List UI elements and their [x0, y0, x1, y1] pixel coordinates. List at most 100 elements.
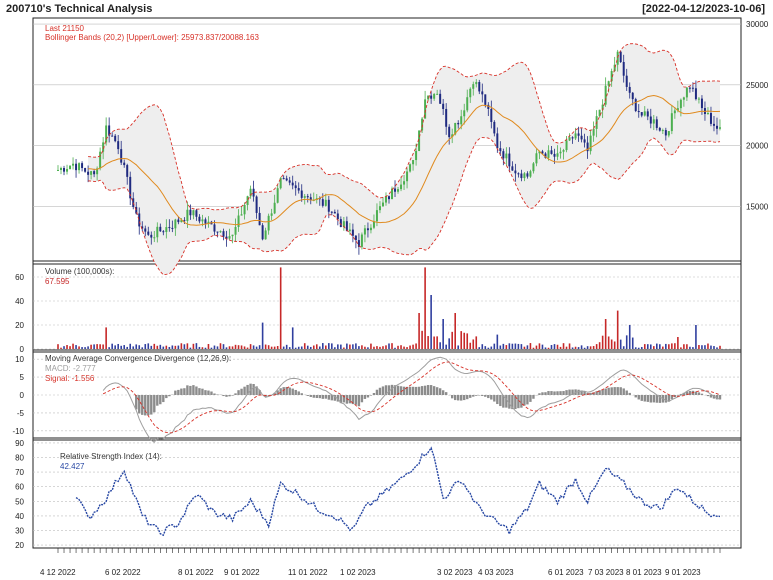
candle-body: [198, 216, 201, 222]
volume-bar: [198, 346, 201, 349]
candle-body: [571, 137, 574, 139]
volume-bar: [457, 345, 460, 349]
candle-body: [228, 236, 231, 239]
candle-body: [706, 113, 709, 115]
x-tick-label: 6 02 2022: [105, 568, 141, 577]
candle-body: [514, 170, 517, 174]
macd-histogram-bar: [706, 395, 710, 397]
candle-body: [424, 99, 427, 119]
macd-histogram-bar: [595, 391, 598, 395]
candle-body: [556, 153, 559, 157]
macd-histogram-bar: [168, 395, 171, 397]
candle-body: [207, 221, 210, 224]
macd-histogram-bar: [469, 395, 472, 398]
candle-body: [138, 213, 141, 227]
candle-body: [168, 227, 171, 229]
volume-bar: [96, 344, 98, 349]
candle-body: [466, 97, 469, 111]
candle-body: [397, 189, 400, 192]
volume-bar: [141, 347, 144, 349]
x-tick-label: 7 03 2023: [588, 568, 624, 577]
macd-histogram-bar: [411, 386, 415, 395]
macd-histogram-bar: [463, 395, 466, 401]
x-tick-label: 1 02 2023: [340, 568, 376, 577]
volume-bar: [680, 347, 682, 349]
candle-body: [610, 71, 613, 82]
candle-body: [616, 51, 619, 65]
candle-body: [472, 84, 475, 89]
volume-bar: [484, 346, 487, 349]
volume-bar: [698, 345, 700, 349]
candle-body: [691, 87, 694, 89]
volume-bar: [523, 346, 526, 349]
candle-body: [526, 173, 529, 177]
macd-histogram-bar: [562, 391, 565, 395]
candle-body: [529, 171, 532, 177]
volume-bar: [159, 344, 162, 349]
candle-body: [547, 150, 550, 158]
volume-bar: [337, 344, 339, 349]
volume-bar: [415, 343, 417, 349]
candle-body: [291, 182, 294, 186]
volume-bar: [610, 339, 613, 349]
volume-bar: [355, 343, 357, 349]
candle-body: [688, 87, 691, 89]
macd-histogram-bar: [348, 395, 352, 404]
macd-histogram-bar: [312, 395, 315, 398]
macd-histogram-bar: [450, 395, 454, 399]
macd-histogram-bar: [538, 393, 541, 395]
candle-body: [403, 181, 406, 185]
macd-histogram-bar: [366, 395, 370, 398]
volume-bar: [294, 347, 297, 349]
candle-body: [637, 110, 640, 113]
volume-bar: [312, 345, 315, 349]
volume-bar: [668, 344, 670, 349]
volume-bar: [231, 346, 234, 349]
candle-body: [532, 163, 535, 172]
macd-histogram-bar: [565, 390, 568, 395]
candle-body: [715, 125, 718, 129]
candle-body: [255, 196, 258, 213]
volume-bar: [267, 345, 270, 349]
macd-histogram-bar: [676, 395, 680, 396]
macd-histogram-bar: [664, 395, 668, 403]
macd-signal-line: [102, 361, 721, 434]
macd-label: Moving Average Convergence Divergence (1…: [45, 354, 231, 363]
candle-body: [604, 85, 607, 105]
candle-body: [357, 240, 360, 247]
macd-histogram-bar: [243, 386, 246, 395]
volume-bar: [288, 347, 291, 349]
macd-histogram-bar: [628, 392, 631, 395]
candle-body: [496, 133, 499, 149]
rsi-value-label: 42.427: [60, 462, 85, 471]
macd-histogram-bar: [408, 386, 412, 395]
volume-bar: [373, 346, 375, 349]
volume-bar: [105, 327, 107, 349]
volume-bar: [69, 346, 71, 349]
macd-histogram-bar: [387, 385, 391, 395]
macd-histogram-bar: [619, 387, 622, 395]
volume-bar: [273, 346, 276, 349]
volume-bar: [683, 344, 685, 349]
macd-histogram-bar: [601, 389, 604, 395]
candle-body: [493, 121, 496, 134]
macd-histogram-bar: [231, 395, 234, 396]
macd-histogram-bar: [315, 395, 318, 399]
volume-bar: [445, 344, 447, 349]
volume-bar: [285, 344, 288, 349]
candle-body: [300, 190, 303, 198]
candle-body: [267, 215, 270, 231]
macd-histogram-bar: [568, 389, 571, 395]
macd-y-tick-label: -10: [12, 427, 24, 436]
candle-body: [96, 168, 99, 175]
macd-histogram-bar: [210, 391, 213, 395]
volume-bar: [502, 343, 505, 349]
x-tick-label: 11 01 2022: [288, 568, 328, 577]
volume-bar: [466, 333, 469, 349]
volume-bar: [237, 345, 240, 349]
candle-body: [378, 206, 381, 211]
volume-bar: [529, 343, 532, 349]
candle-body: [460, 116, 463, 125]
candle-body: [502, 151, 505, 159]
macd-histogram-bar: [144, 395, 147, 416]
